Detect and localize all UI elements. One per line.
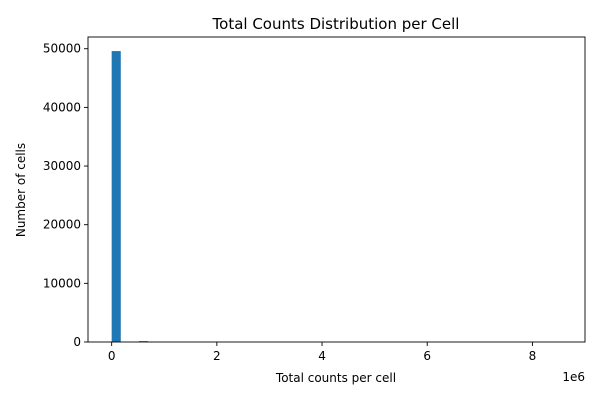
y-axis-ticks: 0 10000 20000 30000 40000 50000 bbox=[43, 42, 88, 349]
histogram-bar bbox=[111, 51, 121, 342]
y-tick-label: 30000 bbox=[43, 159, 81, 173]
bars-group bbox=[111, 51, 149, 342]
x-tick-label: 0 bbox=[108, 349, 116, 363]
y-tick-label: 10000 bbox=[43, 276, 81, 290]
chart-title: Total Counts Distribution per Cell bbox=[212, 15, 460, 33]
y-tick-label: 50000 bbox=[43, 42, 81, 56]
y-tick-label: 0 bbox=[73, 335, 81, 349]
x-axis-label: Total counts per cell bbox=[275, 371, 396, 385]
x-tick-label: 8 bbox=[529, 349, 537, 363]
x-axis-offset-label: 1e6 bbox=[562, 370, 585, 384]
x-tick-label: 6 bbox=[423, 349, 431, 363]
x-tick-label: 4 bbox=[318, 349, 326, 363]
y-tick-label: 20000 bbox=[43, 218, 81, 232]
y-axis-label: Number of cells bbox=[14, 143, 28, 237]
y-tick-label: 40000 bbox=[43, 100, 81, 114]
x-tick-label: 2 bbox=[213, 349, 221, 363]
plot-frame bbox=[87, 36, 586, 343]
x-axis-ticks: 0 2 4 6 8 bbox=[108, 342, 536, 363]
